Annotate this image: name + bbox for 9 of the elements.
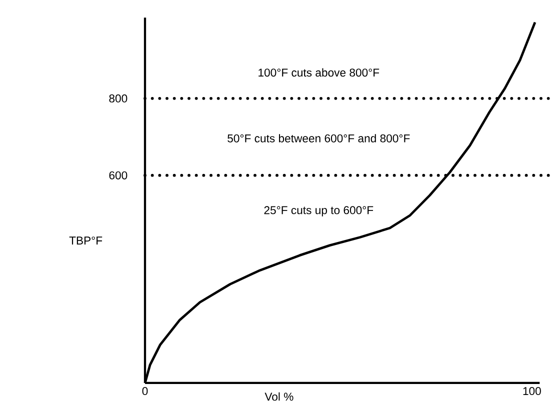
y-tick-label: 600: [109, 171, 128, 180]
annotation: 50°F cuts between 600°F and 800°F: [228, 134, 410, 142]
annotation: 100°F cuts above 800°F: [258, 68, 380, 77]
annotation: 25°F cuts up to 600°F: [264, 206, 374, 216]
y-axis-title: TBP°F: [69, 236, 102, 244]
x-axis-title: Vol %: [264, 392, 294, 401]
y-tick-label: 800: [109, 94, 128, 102]
x-tick-label: 100: [523, 387, 541, 396]
x-tick-label: 0: [142, 387, 148, 396]
